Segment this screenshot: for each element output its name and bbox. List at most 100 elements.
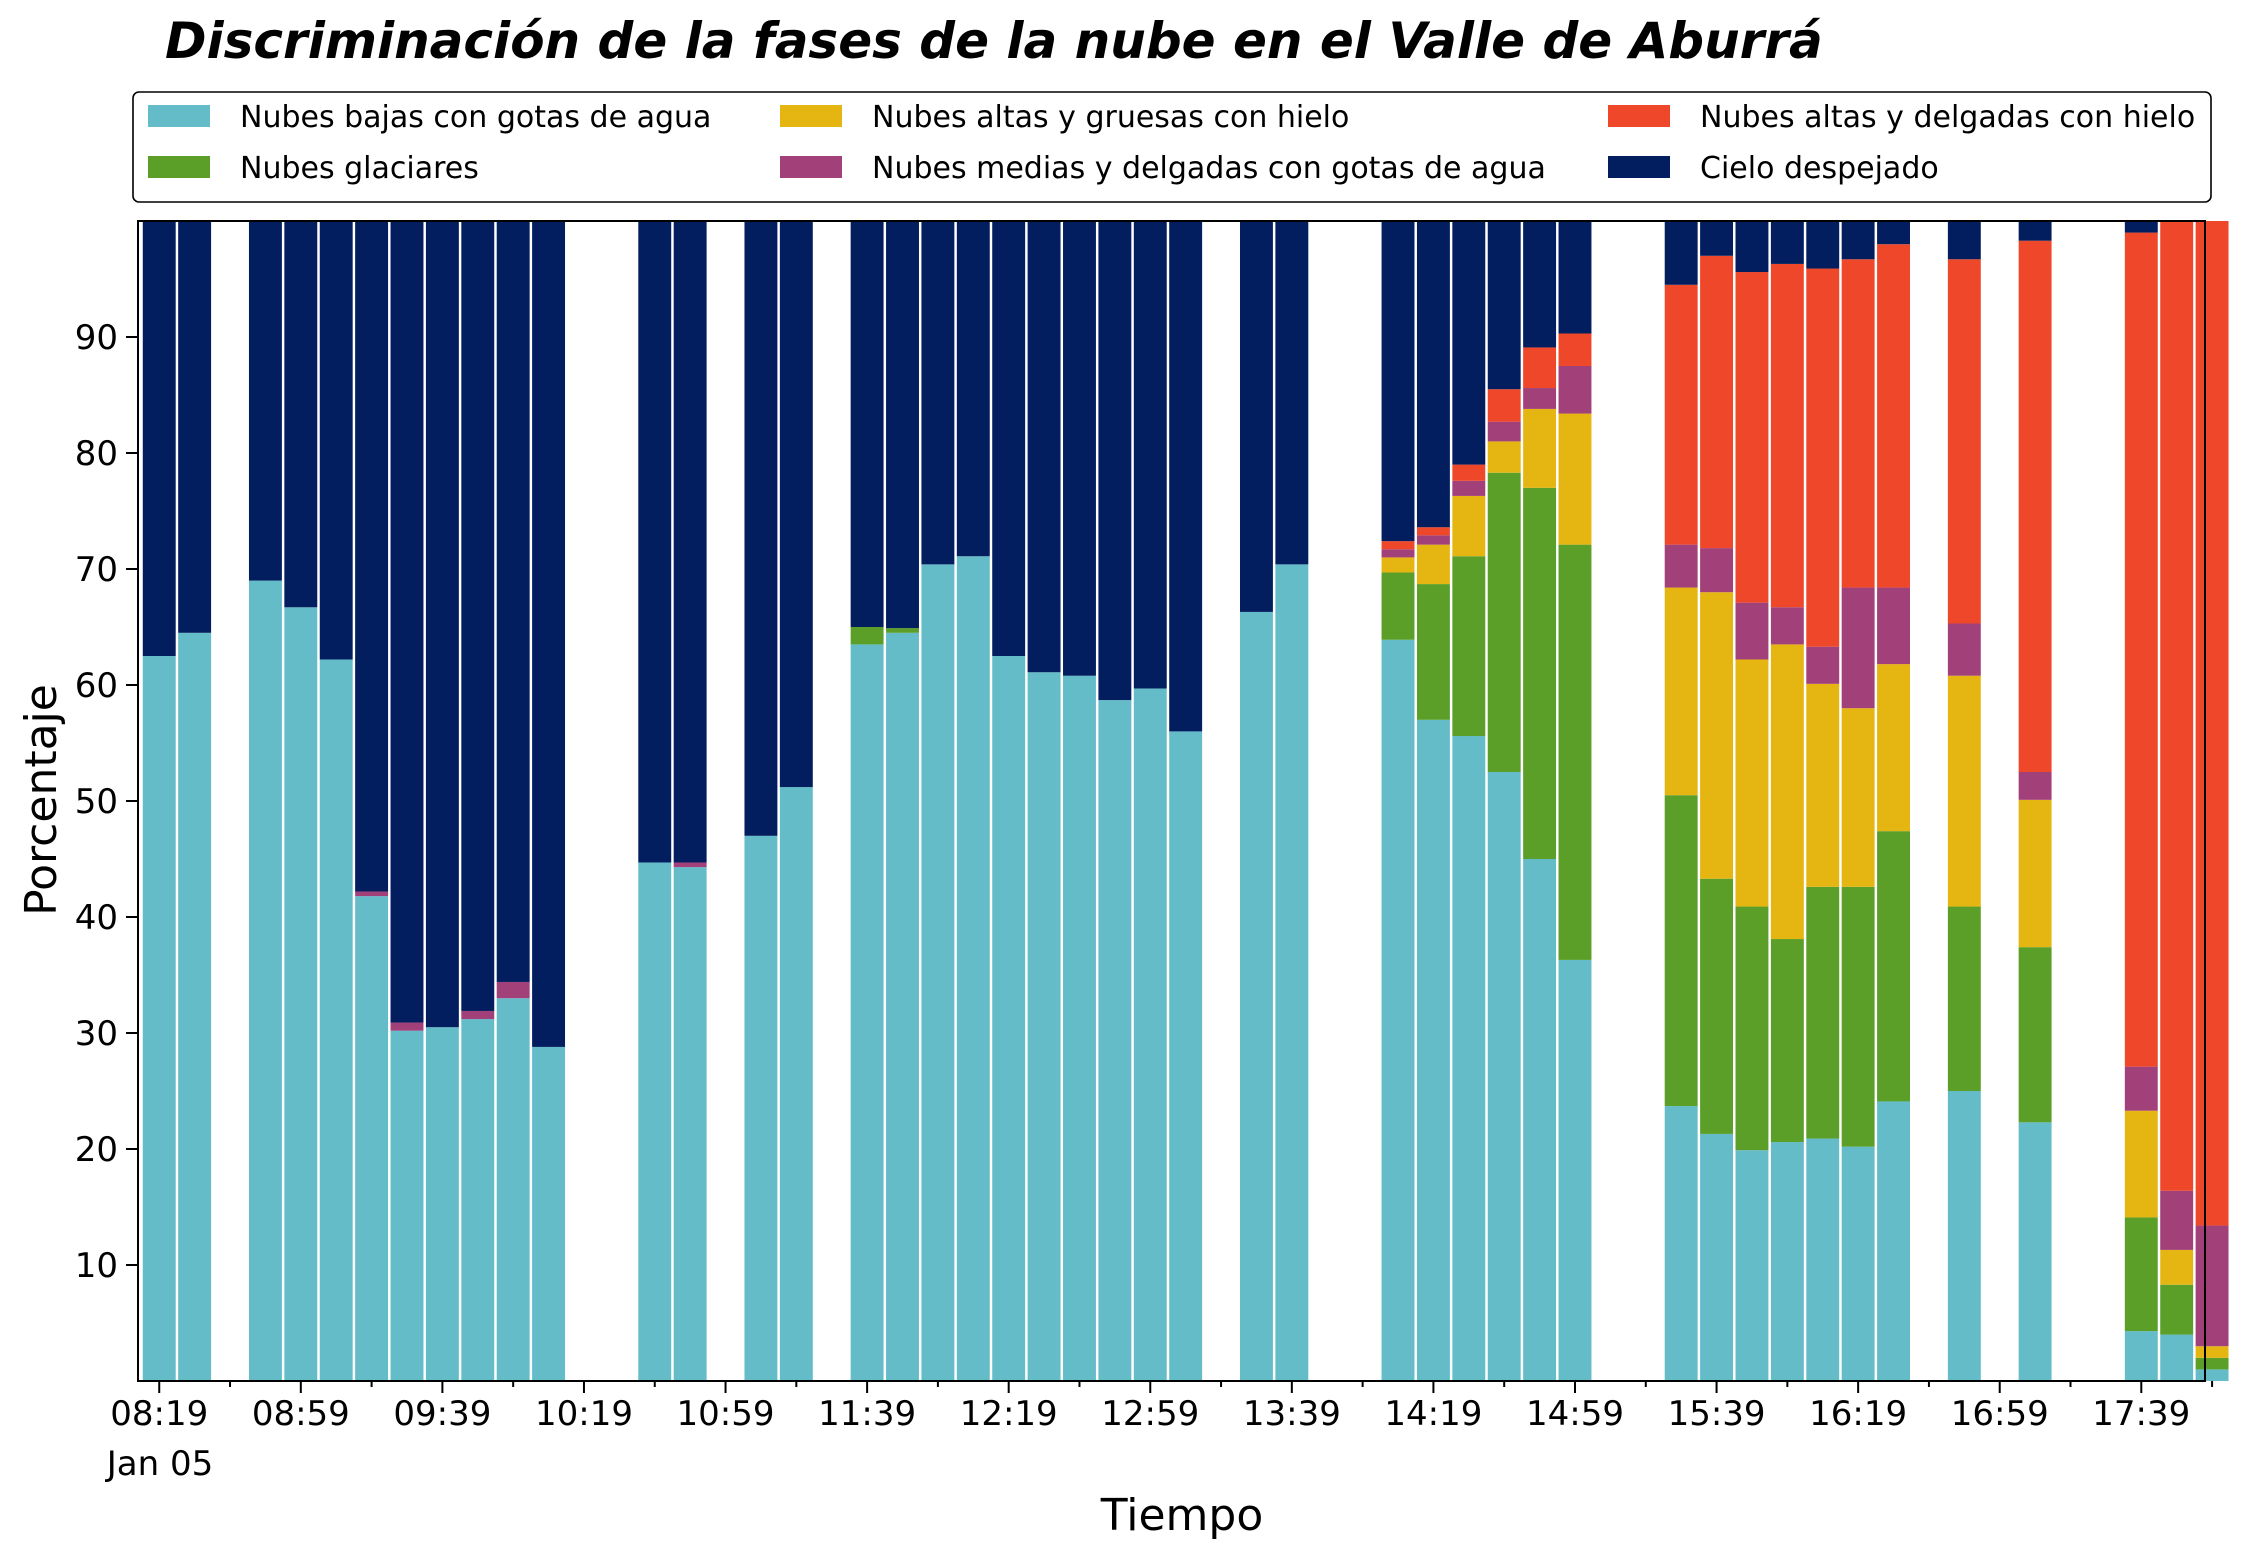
bar-segment-nubes-altas-y-gruesas-con-hielo <box>1806 683 1840 887</box>
bar-segment-nubes-bajas-con-gotas-de-agua <box>638 862 672 1381</box>
bar-segment-nubes-medias-y-delgadas-con-gotas-de-agua <box>355 891 389 897</box>
bar-segment-nubes-medias-y-delgadas-con-gotas-de-agua <box>1947 623 1981 676</box>
y-axis: 10 20 30 40 50 60 70 80 90 <box>75 318 138 1286</box>
bar-stack <box>1700 221 1734 1381</box>
bar-segment-nubes-medias-y-delgadas-con-gotas-de-agua <box>1558 366 1592 414</box>
bar-stack <box>1098 221 1132 1381</box>
bar-stack <box>532 221 566 1381</box>
bar-stack <box>2124 221 2158 1381</box>
bar-stack <box>638 221 672 1381</box>
bar-segment-nubes-medias-y-delgadas-con-gotas-de-agua <box>1735 602 1769 660</box>
legend-swatch-6 <box>1608 156 1670 178</box>
bar-segment-nubes-bajas-con-gotas-de-agua <box>779 787 813 1381</box>
bar-segment-nubes-bajas-con-gotas-de-agua <box>1664 1106 1698 1381</box>
bar-stack <box>1133 221 1167 1381</box>
bar-segment-nubes-glaciares <box>1664 795 1698 1107</box>
bar-segment-cielo-despejado <box>779 221 813 788</box>
bar-stack <box>1841 221 1875 1381</box>
bar-segment-nubes-glaciares <box>1877 831 1910 1102</box>
chart-title: Discriminación de la fases de la nube en… <box>165 12 1823 70</box>
bar-segment-cielo-despejado <box>1169 221 1203 732</box>
bar-stack <box>2160 221 2194 1381</box>
bar-stack <box>956 221 990 1381</box>
bar-segment-cielo-despejado <box>886 221 919 629</box>
bar-segment-nubes-bajas-con-gotas-de-agua <box>1133 688 1167 1381</box>
bar-segment-nubes-bajas-con-gotas-de-agua <box>1416 719 1450 1381</box>
bar-segment-nubes-altas-y-gruesas-con-hielo <box>1487 441 1521 473</box>
bar-segment-nubes-medias-y-delgadas-con-gotas-de-agua <box>461 1010 495 1020</box>
bar-segment-nubes-altas-y-gruesas-con-hielo <box>2124 1110 2158 1218</box>
bar-stack <box>1558 221 1592 1381</box>
bar-segment-nubes-glaciares <box>2160 1284 2194 1335</box>
bar-segment-nubes-medias-y-delgadas-con-gotas-de-agua <box>2018 772 2052 800</box>
x-tick-label: 16:59 <box>1951 1394 2049 1434</box>
bar-stack <box>673 221 707 1381</box>
bar-segment-nubes-glaciares <box>1523 487 1557 859</box>
bar-segment-nubes-bajas-con-gotas-de-agua <box>886 632 919 1381</box>
bar-segment-nubes-medias-y-delgadas-con-gotas-de-agua <box>1381 549 1415 558</box>
bar-segment-cielo-despejado <box>2124 221 2158 233</box>
bar-segment-cielo-despejado <box>956 221 990 557</box>
bar-stack <box>1239 221 1273 1381</box>
bar-stack <box>2018 221 2052 1381</box>
bar-stack <box>1452 221 1486 1381</box>
bar-segment-nubes-altas-y-delgadas-con-hielo <box>1841 259 1875 588</box>
bar-segment-nubes-medias-y-delgadas-con-gotas-de-agua <box>1416 535 1450 545</box>
bar-segment-nubes-bajas-con-gotas-de-agua <box>425 1027 459 1381</box>
bar-segment-nubes-altas-y-gruesas-con-hielo <box>1523 408 1557 488</box>
bar-segment-cielo-despejado <box>1841 221 1875 260</box>
bar-segment-nubes-medias-y-delgadas-con-gotas-de-agua <box>2195 1225 2229 1347</box>
legend: Nubes bajas con gotas de agua Nubes glaci… <box>132 91 2212 203</box>
bar-segment-cielo-despejado <box>1063 221 1096 676</box>
bar-segment-cielo-despejado <box>1877 221 1910 245</box>
bar-stack <box>1169 221 1203 1381</box>
bar-segment-nubes-bajas-con-gotas-de-agua <box>673 867 707 1381</box>
bar-stack <box>1416 221 1450 1381</box>
bar-segment-cielo-despejado <box>248 221 282 581</box>
bar-segment-cielo-despejado <box>1275 221 1309 565</box>
bar-segment-cielo-despejado <box>1806 221 1840 269</box>
bar-segment-nubes-altas-y-delgadas-con-hielo <box>1452 464 1486 481</box>
bar-segment-nubes-altas-y-delgadas-con-hielo <box>1735 272 1769 603</box>
bar-stack <box>284 221 318 1381</box>
legend-swatch-1 <box>148 105 210 127</box>
bar-segment-cielo-despejado <box>355 221 389 892</box>
legend-label-5: Nubes altas y delgadas con hielo <box>1700 100 2195 135</box>
bar-segment-nubes-bajas-con-gotas-de-agua <box>1027 672 1061 1381</box>
bar-segment-cielo-despejado <box>532 221 566 1047</box>
legend-items: Nubes bajas con gotas de agua Nubes glaci… <box>148 100 2195 186</box>
bar-stack <box>461 221 495 1381</box>
x-tick-label: 10:19 <box>535 1394 633 1434</box>
bar-segment-nubes-bajas-con-gotas-de-agua <box>1806 1138 1840 1381</box>
bar-stack <box>1381 221 1415 1381</box>
bar-segment-nubes-altas-y-delgadas-con-hielo <box>1487 389 1521 422</box>
bar-segment-nubes-bajas-con-gotas-de-agua <box>2018 1122 2052 1381</box>
bar-segment-nubes-medias-y-delgadas-con-gotas-de-agua <box>496 981 530 999</box>
bar-segment-cielo-despejado <box>1239 221 1273 612</box>
bar-segment-cielo-despejado <box>319 221 353 660</box>
legend-label-3: Nubes altas y gruesas con hielo <box>872 100 1349 135</box>
x-tick-label: 09:39 <box>393 1394 491 1434</box>
legend-frame <box>132 91 2212 203</box>
legend-swatch-2 <box>148 156 210 178</box>
x-axis: 08:19 08:59 09:39 10:19 10:59 11:39 12:19 12:59… <box>110 1381 2214 1434</box>
bar-stack <box>1947 221 1981 1381</box>
bar-stack <box>142 221 176 1381</box>
bar-segment-nubes-altas-y-delgadas-con-hielo <box>1770 263 1804 608</box>
bar-segment-cielo-despejado <box>992 221 1026 656</box>
y-tick-label: 20 <box>75 1130 118 1170</box>
bar-segment-nubes-altas-y-gruesas-con-hielo <box>1947 675 1981 907</box>
bar-segment-nubes-bajas-con-gotas-de-agua <box>1275 564 1309 1381</box>
bar-segment-cielo-despejado <box>1381 221 1415 542</box>
bar-segment-nubes-medias-y-delgadas-con-gotas-de-agua <box>1877 587 1910 665</box>
bar-segment-nubes-bajas-con-gotas-de-agua <box>1841 1146 1875 1381</box>
bar-segment-nubes-bajas-con-gotas-de-agua <box>1558 959 1592 1381</box>
legend-label-6: Cielo despejado <box>1700 151 1939 186</box>
bar-segment-nubes-altas-y-gruesas-con-hielo <box>2195 1346 2229 1358</box>
bar-segment-nubes-bajas-con-gotas-de-agua <box>1381 639 1415 1381</box>
bar-segment-nubes-altas-y-gruesas-con-hielo <box>1381 557 1415 573</box>
bar-segment-nubes-altas-y-gruesas-con-hielo <box>1735 659 1769 907</box>
bar-segment-nubes-altas-y-delgadas-con-hielo <box>1806 268 1840 647</box>
bar-segment-nubes-altas-y-gruesas-con-hielo <box>1770 644 1804 940</box>
